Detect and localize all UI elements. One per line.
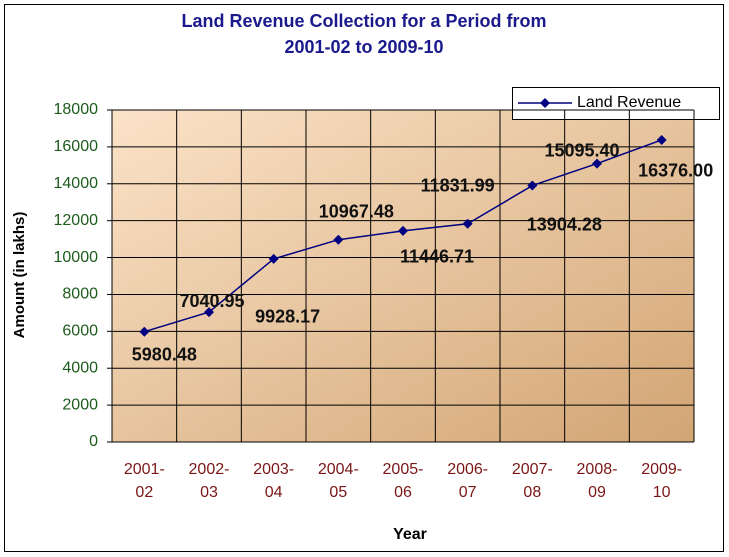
legend-label: Land Revenue [577,94,681,111]
x-tick-label: 2006-07 [447,461,489,501]
y-tick-label: 12000 [54,212,99,229]
y-tick-label: 16000 [54,138,99,155]
data-label: 13904.28 [527,214,602,234]
chart-title: Land Revenue Collection for a Period fro… [181,11,547,57]
y-tick-label: 14000 [54,175,99,192]
y-tick-label: 6000 [62,323,98,340]
x-tick-label: 2002-03 [188,461,230,501]
y-tick-label: 18000 [54,101,99,118]
legend-marker [540,98,550,108]
data-point [139,326,150,337]
x-tick-label: 2009-10 [641,461,683,501]
data-label: 9928.17 [255,307,320,327]
data-point [527,180,538,191]
x-tick-label: 2004-05 [317,461,359,501]
x-axis-label: Year [393,526,427,543]
x-tick-label: 2008-09 [576,461,618,501]
data-label: 15095.40 [544,140,619,160]
data-label: 10967.48 [319,201,394,221]
data-point [204,307,214,318]
data-label: 7040.95 [179,291,244,311]
x-tick-label: 2005-06 [382,461,424,501]
data-label: 16376.00 [638,161,713,181]
data-point [333,234,344,245]
x-tick-label: 2001-02 [123,461,165,501]
data-point [462,218,473,229]
y-tick-label: 2000 [62,396,98,413]
x-tick-label: 2007-08 [511,461,553,501]
data-label: 11446.71 [400,247,474,267]
data-point [268,253,279,264]
data-point [656,134,667,145]
x-tick-label: 2003-04 [253,461,295,501]
y-tick-label: 10000 [54,249,99,266]
y-axis-label: Amount (in lakhs) [11,212,28,339]
y-tick-label: 8000 [62,286,98,303]
data-label: 11831.99 [421,176,495,196]
data-label: 5980.48 [132,344,197,364]
data-point [592,158,602,169]
data-point [398,225,408,236]
y-tick-label: 4000 [62,359,98,376]
y-tick-label: 0 [89,433,98,450]
